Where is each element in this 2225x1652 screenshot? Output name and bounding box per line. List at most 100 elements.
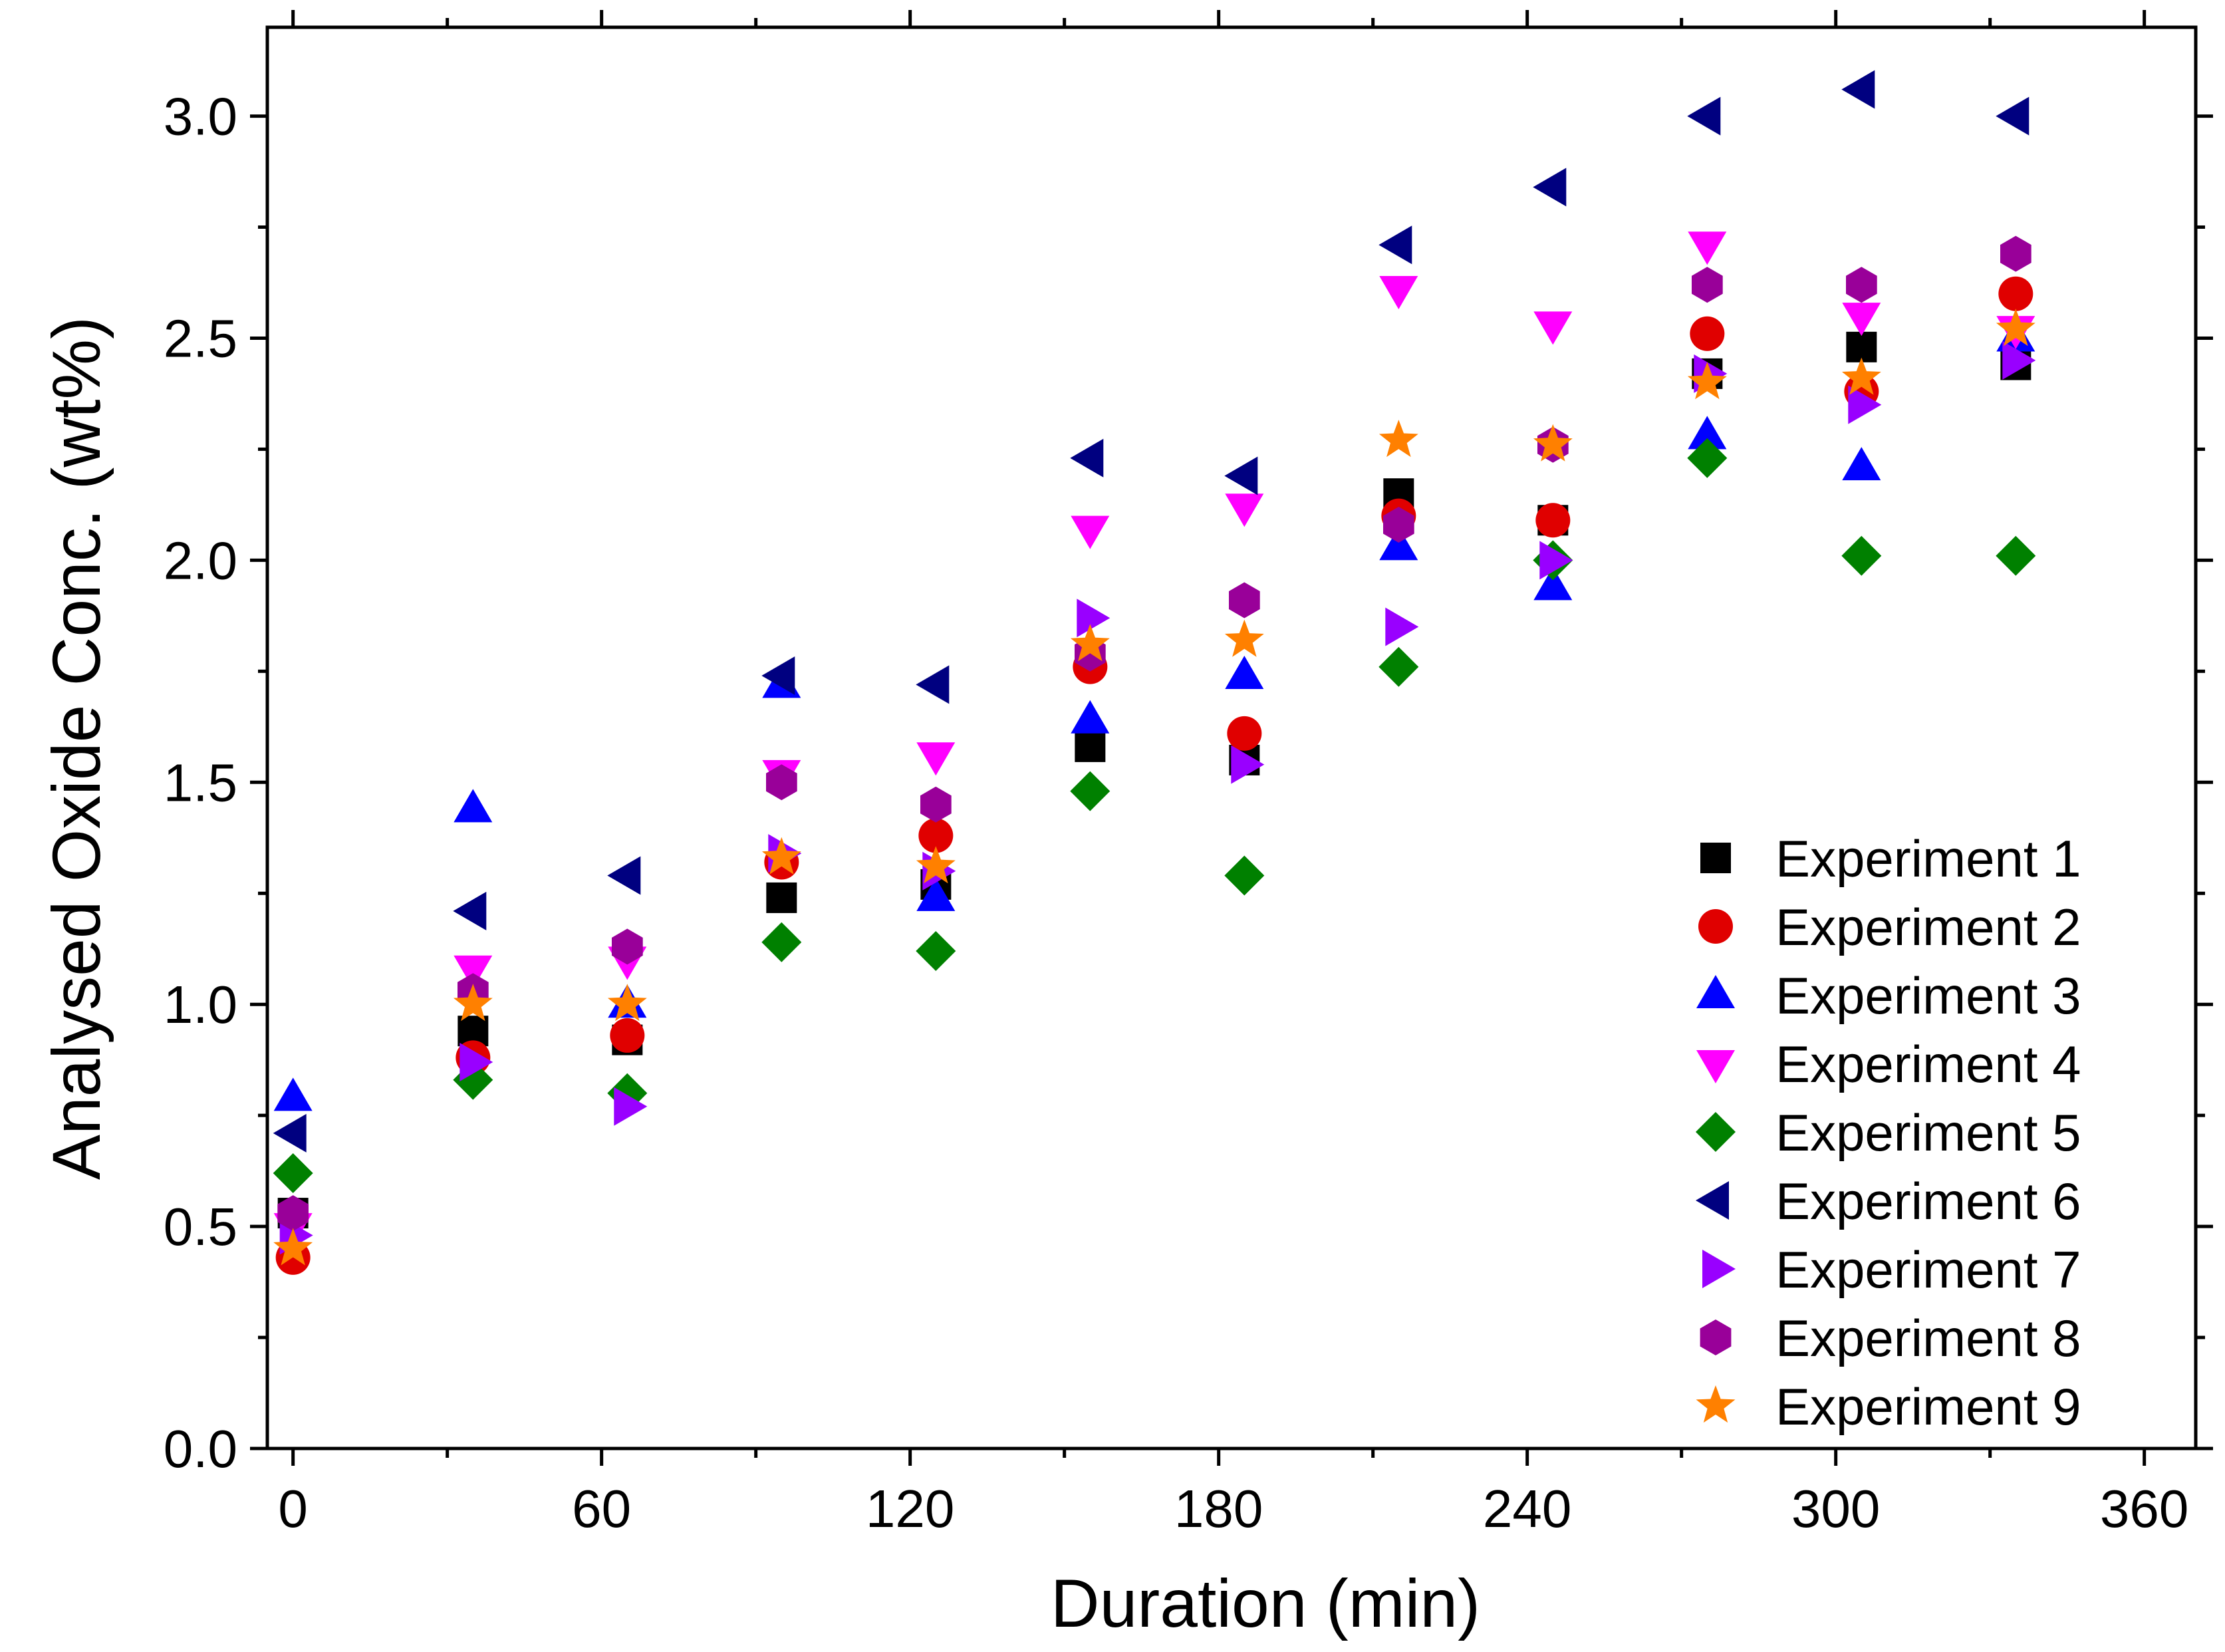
data-point-7-6 [1077, 599, 1111, 638]
data-point-5-6 [1070, 771, 1111, 811]
x-tick-label: 60 [572, 1479, 631, 1538]
legend-marker-4 [1696, 1050, 1735, 1083]
y-tick-label: 2.5 [164, 309, 237, 368]
data-point-2-10 [1690, 316, 1725, 351]
legend-label: Experiment 4 [1775, 1035, 2081, 1093]
legend-label: Experiment 3 [1775, 966, 2081, 1025]
data-point-6-10 [1687, 96, 1721, 136]
y-tick-label: 0.5 [164, 1197, 237, 1256]
data-point-2-9 [1535, 503, 1571, 538]
data-point-9-4 [761, 837, 801, 875]
data-point-9-12 [1996, 309, 2035, 346]
data-point-3-8 [1379, 527, 1418, 561]
legend-marker-7 [1702, 1250, 1736, 1288]
data-point-8-8 [1383, 507, 1414, 543]
data-point-8-12 [2000, 235, 2031, 272]
x-tick-label: 0 [278, 1479, 308, 1538]
y-tick-label: 0.0 [164, 1419, 237, 1478]
data-point-4-2 [454, 955, 493, 989]
data-point-8-3 [612, 928, 643, 965]
legend-label: Experiment 1 [1775, 829, 2081, 888]
data-point-5-5 [916, 931, 956, 971]
data-point-8-7 [1229, 582, 1260, 619]
data-point-3-6 [1071, 700, 1110, 734]
legend-marker-5 [1696, 1112, 1736, 1152]
data-point-8-4 [766, 764, 797, 801]
data-point-9-10 [1687, 362, 1727, 400]
data-point-3-9 [1533, 567, 1573, 601]
data-point-7-12 [2002, 341, 2036, 380]
data-point-3-7 [1225, 656, 1264, 689]
data-point-7-2 [459, 1043, 493, 1081]
data-point-3-5 [916, 877, 956, 911]
data-point-5-11 [1841, 535, 1882, 576]
data-point-6-12 [1996, 96, 2029, 136]
data-point-4-7 [1225, 493, 1264, 527]
data-point-2-3 [610, 1018, 645, 1053]
data-point-4-6 [1071, 515, 1110, 549]
data-point-5-12 [1996, 535, 2036, 576]
data-point-7-8 [1385, 607, 1419, 646]
data-point-4-8 [1379, 276, 1418, 309]
legend-marker-3 [1696, 975, 1735, 1008]
data-point-6-8 [1378, 225, 1412, 265]
data-markers [273, 70, 2036, 1275]
y-tick-label: 2.0 [164, 531, 237, 590]
data-point-7-9 [1539, 541, 1573, 580]
y-axis-label: Analysed Oxide Conc. (wt%) [39, 317, 114, 1180]
x-tick-label: 360 [2100, 1479, 2188, 1538]
y-tick-label: 1.5 [164, 753, 237, 812]
axes: 0 60 120 180 240 300 360 0.0 0.5 1.0 1.5 2.0 2.5 3.0 [164, 10, 2213, 1538]
data-point-5-10 [1687, 438, 1728, 478]
data-point-7-3 [614, 1087, 648, 1126]
data-point-3-11 [1842, 447, 1881, 481]
data-point-4-10 [1688, 231, 1727, 265]
data-point-7-11 [1848, 385, 1882, 424]
data-point-8-1 [277, 1195, 309, 1232]
legend-label: Experiment 8 [1775, 1309, 2081, 1367]
data-point-7-7 [1231, 745, 1265, 784]
legend-marker-1 [1700, 843, 1731, 873]
legend-label: Experiment 9 [1775, 1377, 2081, 1436]
data-point-9-7 [1224, 619, 1264, 657]
legend-label: Experiment 6 [1775, 1172, 2081, 1230]
data-point-9-1 [273, 1228, 313, 1266]
y-tick-label: 3.0 [164, 87, 237, 146]
data-point-2-5 [918, 818, 954, 853]
data-point-8-10 [1692, 267, 1723, 303]
data-point-6-2 [453, 891, 487, 930]
data-point-4-11 [1842, 303, 1881, 337]
data-point-6-4 [761, 656, 795, 695]
data-point-5-8 [1378, 646, 1419, 687]
data-point-6-7 [1224, 456, 1258, 495]
data-point-1-6 [1075, 731, 1106, 762]
data-point-3-10 [1688, 416, 1727, 450]
data-point-3-1 [273, 1077, 313, 1111]
legend-marker-2 [1698, 909, 1733, 944]
data-point-1-11 [1846, 331, 1877, 362]
data-point-2-12 [1998, 276, 2033, 311]
data-point-2-7 [1227, 716, 1262, 751]
data-point-6-11 [1841, 70, 1875, 109]
x-tick-label: 180 [1174, 1479, 1263, 1538]
data-point-5-1 [273, 1153, 313, 1193]
data-point-5-4 [761, 922, 802, 962]
x-tick-label: 300 [1791, 1479, 1880, 1538]
data-point-6-9 [1533, 168, 1567, 207]
legend-label: Experiment 2 [1775, 898, 2081, 956]
data-point-4-9 [1533, 311, 1573, 345]
data-point-9-2 [453, 984, 493, 1022]
data-point-6-1 [273, 1113, 307, 1153]
data-point-9-3 [607, 984, 647, 1022]
legend: Experiment 1 Experiment 2 Experiment 3 Expe… [1696, 829, 2081, 1436]
data-point-9-9 [1533, 424, 1573, 462]
data-point-5-7 [1224, 855, 1265, 896]
legend-label: Experiment 5 [1775, 1103, 2081, 1162]
data-point-9-8 [1378, 420, 1418, 458]
data-point-1-4 [766, 882, 797, 913]
data-point-6-5 [916, 665, 950, 704]
legend-marker-8 [1700, 1319, 1732, 1355]
x-tick-label: 120 [866, 1479, 954, 1538]
data-point-8-5 [920, 786, 952, 823]
